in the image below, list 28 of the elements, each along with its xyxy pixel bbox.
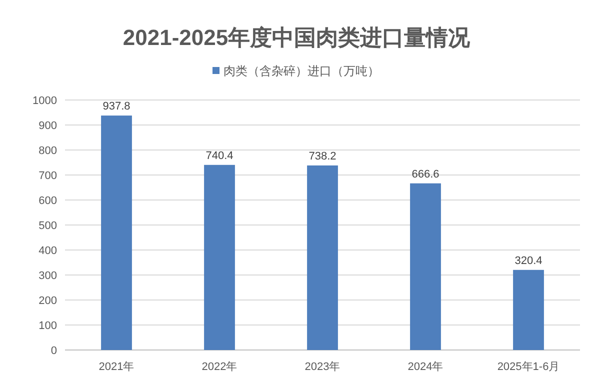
legend-label: 肉类（含杂碎）进口（万吨） <box>224 64 380 78</box>
chart-title: 2021-2025年度中国肉类进口量情况 <box>122 25 472 50</box>
y-tick-label: 800 <box>38 145 57 157</box>
y-tick-label: 0 <box>50 345 57 357</box>
y-tick-label: 300 <box>38 270 57 282</box>
y-tick-label: 100 <box>38 320 57 332</box>
data-label: 937.8 <box>102 100 130 113</box>
y-tick-label: 200 <box>38 295 57 307</box>
bar <box>410 183 441 350</box>
y-tick-label: 400 <box>38 245 57 257</box>
data-label: 320.4 <box>514 254 542 267</box>
y-tick-label: 600 <box>38 195 57 207</box>
x-tick-label: 2023年 <box>304 361 340 373</box>
data-label: 740.4 <box>206 150 234 162</box>
data-label: 738.2 <box>308 150 336 162</box>
bar <box>204 164 235 350</box>
bar <box>513 270 544 350</box>
x-tick-label: 2025年1-6月 <box>497 361 560 373</box>
y-tick-label: 1000 <box>32 95 57 107</box>
x-tick-label: 2021年 <box>98 361 134 373</box>
y-tick-label: 900 <box>38 120 57 132</box>
x-tick-label: 2022年 <box>202 361 238 373</box>
data-label: 666.6 <box>412 168 440 180</box>
y-tick-label: 500 <box>38 220 57 232</box>
bar <box>101 116 132 350</box>
bar <box>307 165 338 350</box>
y-tick-label: 700 <box>38 170 57 182</box>
x-tick-label: 2024年 <box>408 361 444 373</box>
